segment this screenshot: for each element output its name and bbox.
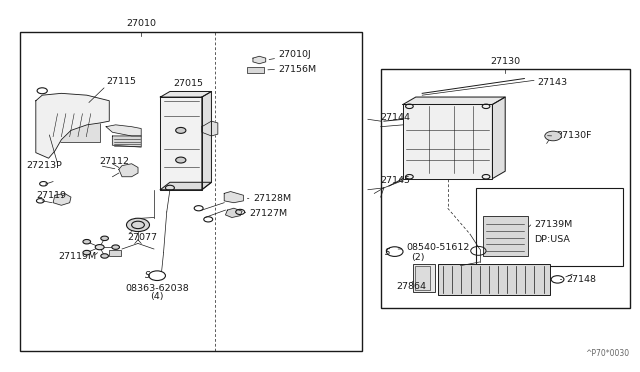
Text: 27130F: 27130F: [556, 131, 592, 141]
Polygon shape: [161, 92, 211, 97]
Text: 27119M: 27119M: [58, 252, 96, 261]
Text: 27145: 27145: [381, 176, 411, 185]
Circle shape: [83, 240, 91, 244]
Text: 27148: 27148: [566, 275, 596, 284]
Circle shape: [127, 218, 150, 232]
Bar: [381, 69, 630, 308]
Polygon shape: [202, 121, 218, 136]
Text: 27015: 27015: [173, 79, 203, 88]
Polygon shape: [36, 93, 109, 158]
Text: S: S: [385, 248, 390, 257]
Text: 27010: 27010: [126, 19, 156, 29]
Circle shape: [112, 245, 120, 249]
Text: 08363-62038: 08363-62038: [125, 284, 189, 293]
Circle shape: [83, 250, 91, 255]
Text: 08540-51612: 08540-51612: [406, 243, 470, 251]
Text: 27112: 27112: [100, 157, 130, 166]
Bar: [476, 188, 623, 266]
Bar: [413, 264, 435, 292]
Polygon shape: [403, 97, 505, 105]
Text: (2): (2): [411, 253, 424, 262]
Polygon shape: [161, 182, 211, 190]
Text: 27128M: 27128M: [253, 195, 291, 203]
Text: 27119: 27119: [36, 191, 66, 200]
Bar: [20, 32, 362, 351]
Polygon shape: [106, 125, 141, 136]
Polygon shape: [253, 56, 266, 64]
Text: 27115: 27115: [106, 77, 136, 86]
Text: 27213P: 27213P: [26, 161, 62, 170]
Circle shape: [175, 128, 186, 134]
Polygon shape: [225, 208, 242, 218]
Bar: [415, 266, 431, 290]
Circle shape: [100, 236, 108, 241]
Text: 27864: 27864: [397, 282, 427, 291]
Polygon shape: [224, 192, 243, 203]
Text: 27010J: 27010J: [278, 50, 311, 59]
Bar: [438, 264, 550, 295]
Polygon shape: [492, 97, 505, 179]
Text: 27127M: 27127M: [250, 209, 288, 218]
Text: 27156M: 27156M: [278, 65, 317, 74]
Polygon shape: [161, 97, 202, 190]
Polygon shape: [53, 193, 71, 205]
Polygon shape: [119, 164, 138, 177]
Polygon shape: [403, 105, 492, 179]
Polygon shape: [113, 136, 141, 147]
Circle shape: [100, 254, 108, 258]
Text: 27077: 27077: [127, 233, 157, 243]
Circle shape: [95, 244, 104, 250]
Text: DP:USA: DP:USA: [534, 235, 570, 244]
Polygon shape: [202, 92, 211, 190]
Bar: [109, 250, 121, 256]
Circle shape: [175, 157, 186, 163]
Text: 27130: 27130: [490, 57, 520, 65]
Bar: [246, 67, 264, 73]
Bar: [52, 110, 100, 141]
Text: 27144: 27144: [381, 113, 411, 122]
Text: (4): (4): [150, 292, 164, 301]
Text: S: S: [145, 271, 151, 280]
Text: ^P70*0030: ^P70*0030: [586, 349, 630, 358]
Circle shape: [545, 131, 561, 141]
Bar: [483, 216, 527, 256]
Text: 27139M: 27139M: [534, 221, 572, 230]
Text: 27143: 27143: [537, 78, 567, 87]
